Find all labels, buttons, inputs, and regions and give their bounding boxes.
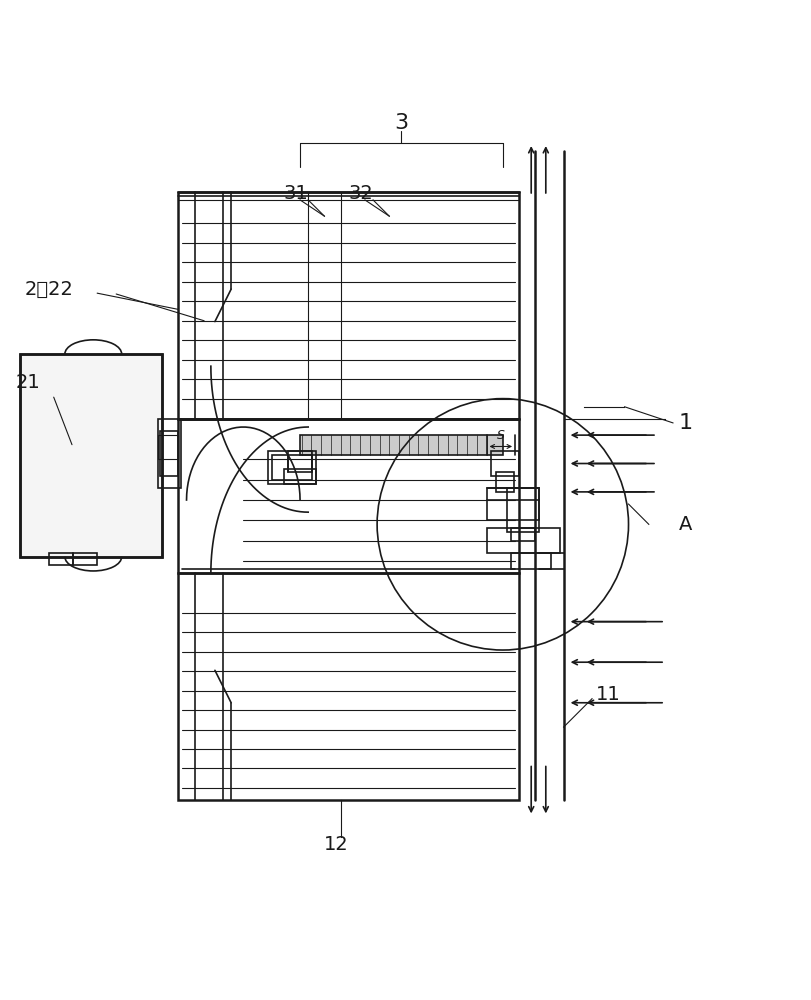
Text: 31: 31 [284, 184, 308, 203]
Text: 2，22: 2，22 [24, 280, 73, 299]
Text: A: A [679, 515, 692, 534]
Bar [160, 431, 178, 476]
Bar [178, 192, 519, 200]
Bar [20, 354, 162, 557]
Bar [507, 488, 539, 532]
Text: 1: 1 [678, 413, 693, 433]
Bar [511, 528, 535, 541]
Bar [178, 192, 519, 419]
Bar [73, 553, 97, 565]
Bar [487, 528, 560, 553]
Bar [487, 488, 539, 520]
Bar [284, 469, 316, 484]
Bar [158, 435, 178, 459]
Bar [288, 451, 312, 472]
Text: S: S [496, 429, 504, 442]
Bar [178, 419, 519, 573]
Bar [158, 419, 181, 488]
Bar [268, 451, 316, 484]
Text: 11: 11 [596, 685, 620, 704]
Bar [272, 455, 312, 480]
Text: 3: 3 [394, 113, 409, 133]
Text: 12: 12 [324, 835, 349, 854]
Bar [49, 553, 73, 565]
Bar [178, 573, 519, 800]
Text: 32: 32 [349, 184, 373, 203]
Bar [300, 435, 503, 455]
Bar [496, 472, 514, 492]
Bar [20, 354, 162, 557]
Bar [491, 451, 519, 476]
Text: 21: 21 [16, 373, 41, 392]
Bar [511, 553, 551, 569]
